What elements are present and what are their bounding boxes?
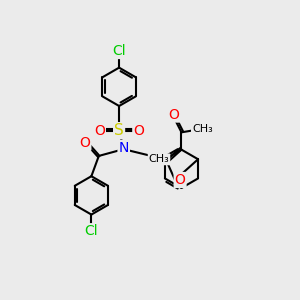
Text: O: O — [80, 136, 90, 150]
Text: O: O — [133, 124, 144, 138]
Text: Cl: Cl — [112, 44, 126, 58]
Text: Cl: Cl — [85, 224, 98, 238]
Text: S: S — [114, 123, 124, 138]
Text: CH₃: CH₃ — [192, 124, 213, 134]
Text: O: O — [175, 173, 185, 187]
Text: CH₃: CH₃ — [148, 154, 170, 164]
Text: N: N — [118, 141, 129, 155]
Text: O: O — [168, 107, 179, 122]
Text: O: O — [94, 124, 105, 138]
